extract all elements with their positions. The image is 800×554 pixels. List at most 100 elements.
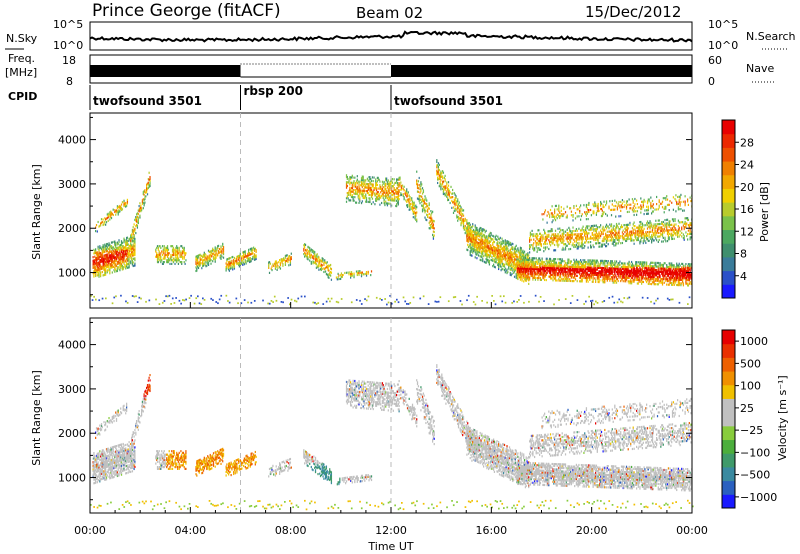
- echo-cell: [651, 261, 653, 264]
- echo-cell: [638, 271, 640, 274]
- echo-cell: [105, 259, 108, 262]
- echo-cell: [489, 246, 491, 249]
- echo-cell: [641, 264, 644, 268]
- echo-cell: [606, 268, 608, 272]
- echo-cell: [565, 276, 567, 279]
- echo-cell: [215, 256, 217, 259]
- echo-cell: [130, 240, 132, 244]
- echo-cell: [542, 275, 544, 278]
- echo-cell: [129, 255, 131, 258]
- echo-cell: [253, 249, 256, 252]
- echo-cell: [647, 266, 649, 270]
- echo-cell: [222, 247, 225, 250]
- echo-cell: [217, 247, 219, 250]
- echo-cell: [352, 190, 354, 193]
- echo-cell: [346, 176, 348, 179]
- echo-cell: [341, 275, 343, 278]
- echo-cell: [687, 263, 690, 266]
- echo-cell: [409, 206, 411, 209]
- echo-cell: [578, 271, 580, 274]
- echo-cell: [640, 280, 642, 283]
- echo-cell: [329, 265, 331, 268]
- echo-cell: [422, 199, 425, 203]
- echo-cell: [497, 253, 499, 256]
- echo-cell: [552, 266, 554, 269]
- echo-cell: [124, 255, 126, 258]
- echo-cell: [481, 229, 483, 232]
- echo-cell: [288, 255, 290, 258]
- echo-cell: [420, 198, 422, 202]
- echo-cell: [361, 179, 363, 182]
- echo-cell: [440, 182, 442, 186]
- echo-cell: [676, 283, 678, 287]
- echo-cell: [667, 267, 670, 270]
- echo-cell: [385, 188, 387, 191]
- echo-cell: [557, 279, 559, 282]
- echo-cell: [380, 196, 382, 199]
- echo-cell: [110, 252, 113, 255]
- echo-cell: [657, 279, 659, 282]
- echo-cell: [235, 261, 237, 264]
- echo-cell: [363, 196, 365, 200]
- echo-cell: [497, 255, 499, 258]
- echo-cell: [649, 268, 651, 271]
- echo-cell: [397, 189, 399, 192]
- echo-cell: [556, 272, 558, 275]
- echo-cell: [572, 271, 574, 274]
- echo-cell: [450, 196, 452, 199]
- echo-cell: [639, 279, 641, 282]
- echo-cell: [586, 268, 588, 271]
- echo-cell: [100, 260, 103, 263]
- echo-cell: [675, 278, 677, 281]
- echo-cell: [534, 262, 537, 265]
- echo-cell: [636, 270, 639, 273]
- echo-cell: [161, 262, 164, 265]
- echo-cell: [636, 278, 639, 282]
- echo-cell: [479, 244, 481, 247]
- echo-cell: [210, 262, 212, 265]
- echo-cell: [518, 272, 521, 276]
- echo-cell: [353, 183, 355, 186]
- echo-cell: [513, 252, 516, 255]
- echo-cell: [662, 272, 664, 275]
- echo-cell: [418, 196, 420, 199]
- echo-cell: [133, 248, 135, 251]
- echo-cell: [498, 257, 501, 260]
- echo-cell: [130, 238, 132, 241]
- echo-cell: [239, 261, 241, 264]
- echo-cell: [454, 207, 456, 210]
- echo-cell: [605, 275, 607, 279]
- echo-cell: [101, 258, 103, 261]
- echo-cell: [439, 184, 441, 188]
- echo-cell: [220, 250, 222, 253]
- echo-cell: [132, 226, 134, 229]
- echo-cell: [123, 253, 125, 256]
- echo-cell: [368, 188, 370, 191]
- echo-cell: [136, 215, 139, 218]
- echo-cell: [610, 260, 613, 263]
- echo-cell: [675, 275, 677, 278]
- echo-cell: [494, 260, 496, 264]
- echo-cell: [507, 240, 509, 243]
- echo-cell: [307, 252, 309, 256]
- echo-cell: [532, 257, 534, 260]
- echo-cell: [518, 251, 520, 254]
- echo-cell: [510, 263, 512, 266]
- echo-cell: [137, 209, 139, 212]
- echo-cell: [515, 274, 517, 277]
- echo-cell: [488, 241, 490, 244]
- echo-cell: [492, 243, 494, 246]
- echo-cell: [484, 236, 486, 239]
- echo-cell: [120, 258, 122, 261]
- echo-cell: [110, 264, 113, 267]
- echo-cell: [450, 185, 452, 188]
- echo-cell: [525, 265, 527, 268]
- echo-cell: [115, 211, 118, 214]
- echo-cell: [480, 252, 482, 255]
- echo-cell: [388, 199, 390, 202]
- echo-cell: [620, 271, 622, 274]
- echo-cell: [530, 244, 532, 247]
- echo-cell: [487, 259, 489, 262]
- echo-cell: [107, 214, 109, 217]
- echo-cell: [590, 263, 593, 266]
